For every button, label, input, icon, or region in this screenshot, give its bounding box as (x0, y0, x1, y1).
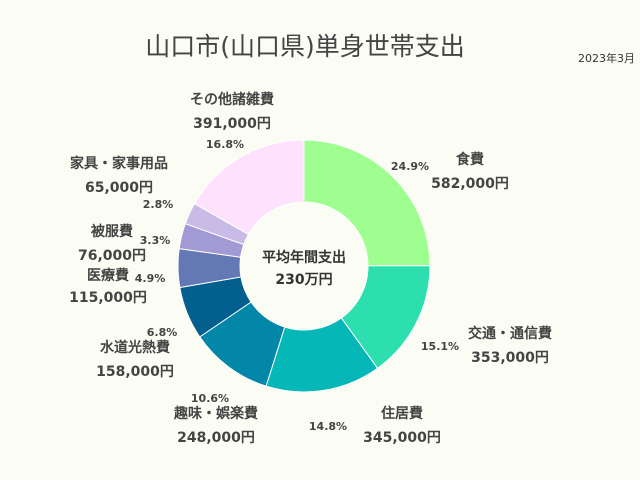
slice-name-other: その他諸雑費 (190, 91, 274, 108)
slice-percent-furniture: 2.8% (143, 198, 174, 211)
slice-name-furniture: 家具・家事用品 (70, 155, 168, 172)
slice-name-medical: 医療費 (87, 267, 129, 284)
slice-percent-utilities: 6.8% (147, 326, 178, 339)
slice-value-hobby: 248,000円 (177, 430, 255, 446)
slice-value-utilities: 158,000円 (96, 364, 174, 380)
slice-percent-transport: 15.1% (421, 340, 459, 353)
slice-percent-other: 16.8% (206, 138, 244, 151)
slice-food (303, 139, 431, 267)
slice-value-medical: 115,000円 (69, 290, 147, 306)
slice-value-housing: 345,000円 (363, 430, 441, 446)
center-label-line2: 230万円 (275, 272, 332, 288)
slice-name-food: 食費 (456, 151, 484, 168)
slice-value-other: 391,000円 (193, 116, 271, 132)
slice-name-clothing: 被服費 (91, 223, 133, 240)
slice-percent-hobby: 10.6% (191, 392, 229, 405)
donut-slices (177, 139, 431, 393)
slice-percent-food: 24.9% (391, 160, 429, 173)
center-label-line1: 平均年間支出 (262, 249, 346, 266)
slice-name-housing: 住居費 (381, 405, 423, 422)
chart-date: 2023年3月 (578, 51, 635, 65)
slice-percent-medical: 4.9% (135, 272, 166, 285)
slice-name-transport: 交通・通信費 (468, 325, 552, 342)
slice-name-utilities: 水道光熱費 (100, 339, 170, 356)
chart-title: 山口市(山口県)単身世帯支出 (145, 32, 465, 61)
slice-name-hobby: 趣味・娯楽費 (173, 405, 258, 422)
slice-percent-clothing: 3.3% (140, 234, 171, 247)
slice-other (193, 139, 305, 236)
slice-percent-housing: 14.8% (309, 420, 347, 433)
slice-value-clothing: 76,000円 (78, 248, 146, 264)
slice-value-transport: 353,000円 (471, 350, 549, 366)
slice-value-food: 582,000円 (431, 176, 509, 192)
slice-value-furniture: 65,000円 (85, 180, 153, 196)
